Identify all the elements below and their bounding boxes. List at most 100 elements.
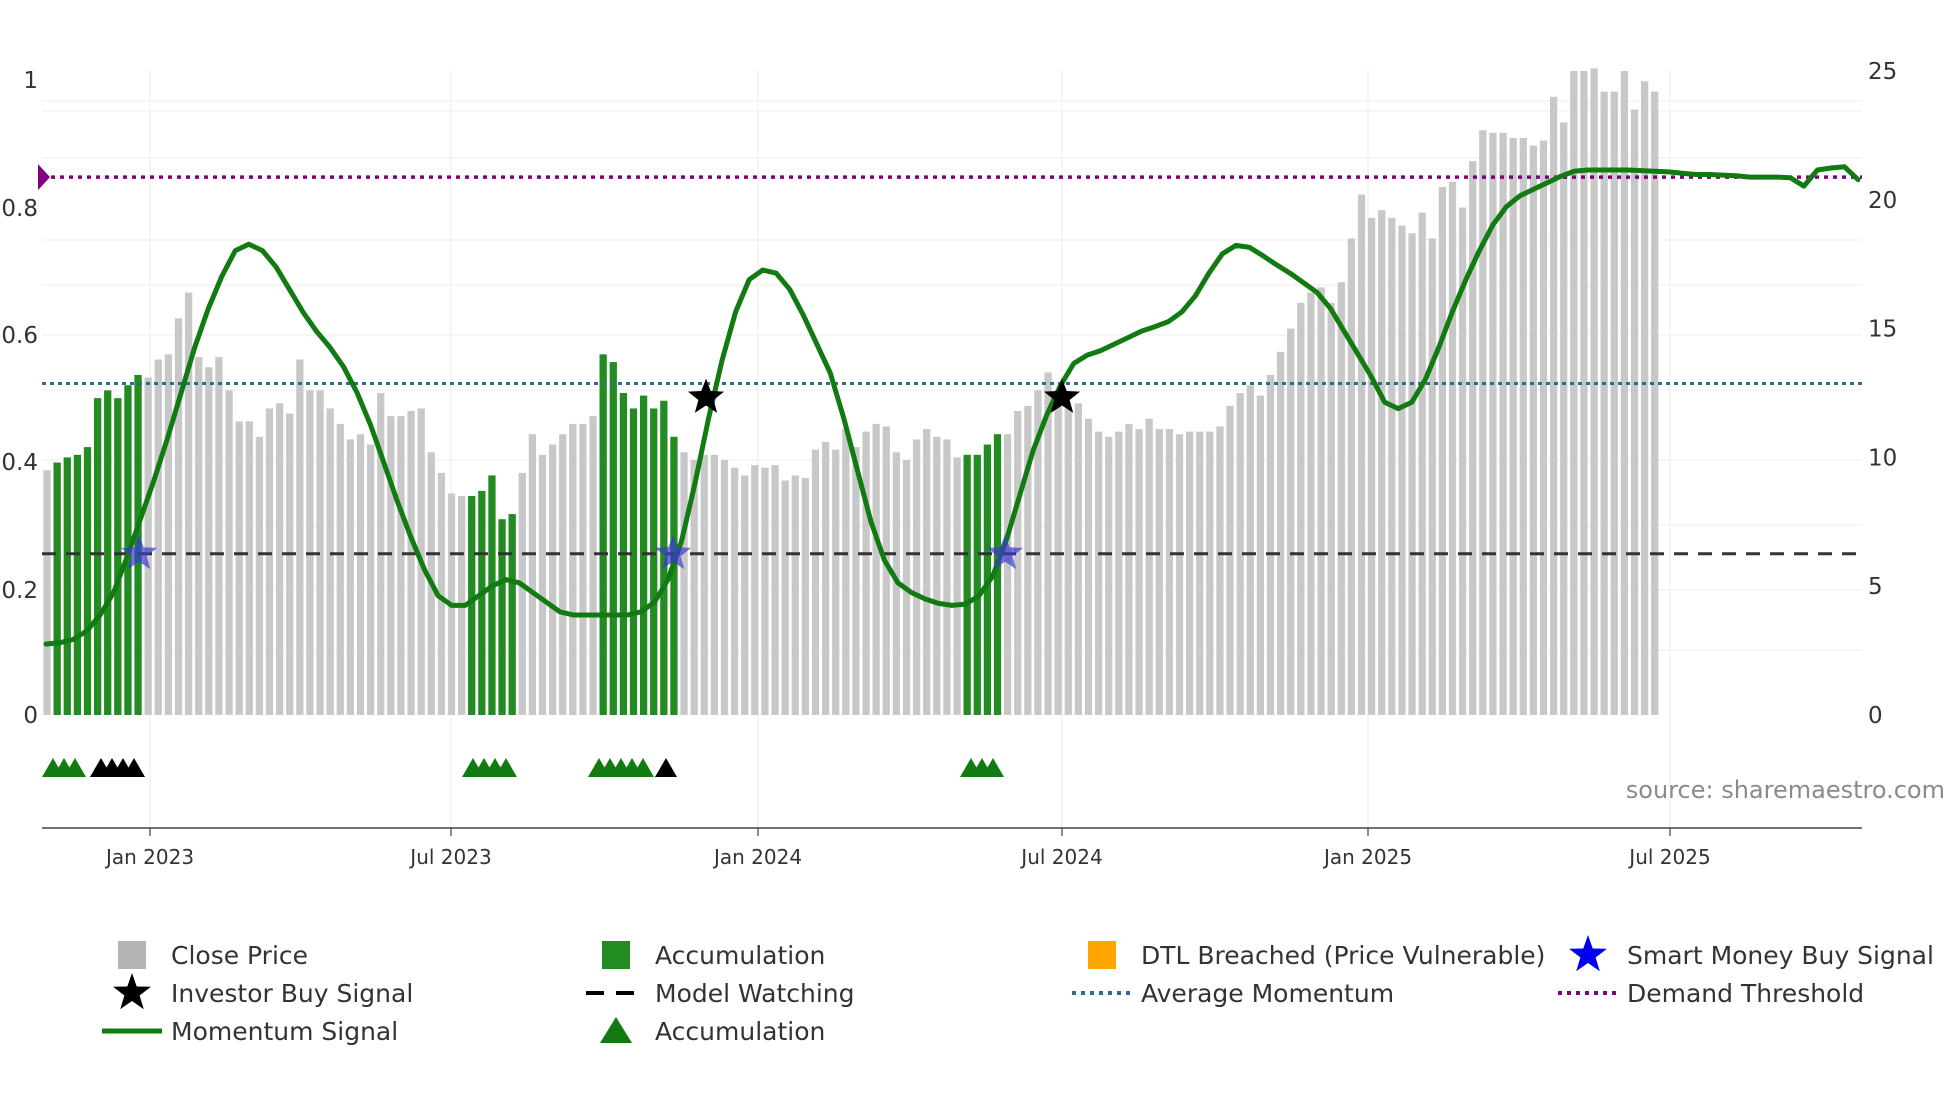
accumulation-triangle: [495, 758, 517, 777]
close-price-bar: [1549, 96, 1558, 715]
close-price-bar: [781, 480, 789, 715]
close-price-bar: [1479, 130, 1487, 715]
accumulation-bar: [478, 490, 486, 715]
close-price-bar: [690, 459, 698, 715]
close-price-bar: [407, 411, 415, 715]
momentum-signal-line: [43, 164, 1861, 647]
smart_money-label: Smart Money Buy Signal: [1627, 941, 1934, 970]
close-price-bar: [953, 457, 961, 715]
close-price-bar: [1347, 238, 1356, 715]
close-price-bar: [346, 439, 355, 715]
close-price-bar: [720, 459, 729, 715]
accumulation_marker-label: Accumulation: [655, 1017, 825, 1046]
legend: Close Price Accumulation DTL Breached (Pri…: [102, 935, 1934, 1046]
close-price-bar: [1003, 434, 1012, 715]
close-price-bar: [751, 465, 759, 715]
x-tick-label: Jan 2023: [104, 845, 194, 869]
accumulation-bar: [83, 447, 92, 715]
momentum_signal-label: Momentum Signal: [171, 1017, 398, 1046]
close-price-bar: [174, 318, 183, 715]
accumulation-bar: [629, 408, 638, 715]
left-tick-label: 0.6: [1, 323, 38, 349]
close-price-bar: [933, 436, 941, 715]
close-price-bar: [184, 292, 193, 715]
close-price-bar: [912, 439, 921, 715]
smart-money-star: [120, 534, 158, 570]
investor-buy-star: [1043, 378, 1081, 413]
accumulation_bar-label: Accumulation: [655, 941, 825, 970]
signal-lines: [38, 164, 1862, 647]
close-price-bar: [164, 354, 173, 715]
close-price-bar: [1266, 374, 1275, 715]
right-tick-label: 25: [1868, 59, 1897, 85]
close-price-bar: [245, 421, 253, 715]
close-price-bar: [316, 390, 324, 715]
accumulation-bar: [639, 395, 648, 715]
close-price-bar: [700, 454, 708, 715]
close-price-bar: [801, 478, 810, 715]
close-price-bar: [680, 452, 688, 715]
investor_buy-label: Investor Buy Signal: [171, 979, 413, 1008]
close-price-bar: [205, 367, 213, 715]
close-price-bar: [1469, 161, 1477, 715]
close-price-bar: [1499, 132, 1507, 715]
axes: Jan 2023 Jul 2023 Jan 2024 Jul 2024 Jan 2025…: [1, 59, 1897, 869]
close-price-bar: [1135, 429, 1143, 715]
close-price-bar: [1398, 225, 1406, 715]
close-price-bar: [437, 472, 446, 715]
close-price-bar: [579, 423, 587, 715]
close-price-bar: [387, 416, 395, 715]
close-price-bar: [1367, 217, 1376, 715]
close-price-bar: [741, 475, 749, 715]
left-tick-label: 0.8: [1, 196, 38, 222]
close-price-bar: [872, 423, 880, 715]
close_price-label: Close Price: [171, 941, 308, 970]
x-tick-label: Jan 2024: [712, 845, 802, 869]
accumulation-bar: [670, 436, 678, 715]
right-tick-label: 20: [1868, 188, 1897, 214]
close-price-bar: [518, 472, 526, 715]
close-price-bar: [1580, 71, 1588, 715]
close-price-bar: [1327, 302, 1335, 715]
close-price-bar: [1428, 238, 1436, 715]
close-price-bar: [1206, 431, 1214, 715]
x-tick-label: Jul 2025: [1627, 845, 1710, 869]
price-bars: [43, 68, 1659, 716]
close-price-bar: [1458, 207, 1467, 715]
close-price-bar: [154, 359, 162, 715]
close-price-bar: [1438, 186, 1447, 716]
close-price-bar: [710, 454, 719, 715]
close-price-bar: [771, 465, 779, 715]
close-price-bar: [1054, 398, 1062, 715]
x-tick-label: Jan 2025: [1322, 845, 1412, 869]
accumulation-bar: [63, 457, 71, 715]
close-price-bar: [1408, 233, 1416, 716]
close-price-bar: [1064, 408, 1072, 715]
close-price-bar: [1448, 181, 1457, 715]
close-price-bar: [1640, 81, 1649, 716]
accumulation-bar: [488, 475, 496, 715]
accumulation-triangle: [982, 758, 1004, 777]
close-price-bar: [366, 444, 375, 715]
accumulation-bar: [993, 434, 1002, 715]
close-price-bar: [821, 441, 830, 715]
smart_money-swatch: [1569, 935, 1607, 972]
close-price-bar: [1539, 140, 1548, 716]
close-price-bar: [943, 439, 951, 715]
close-price-bar: [1256, 395, 1265, 715]
close-price-bar: [1590, 68, 1598, 716]
close-price-bar: [832, 449, 840, 715]
close-price-bar: [235, 421, 243, 715]
accumulation-bar: [73, 454, 82, 715]
accumulation-bar: [114, 398, 122, 715]
close-price-bar: [852, 447, 860, 715]
left-tick-label: 1: [23, 68, 38, 94]
close-price-bar: [1287, 328, 1295, 715]
close-price-bar: [1337, 282, 1345, 715]
close-price-bar: [43, 470, 51, 715]
close-price-bar: [1489, 132, 1497, 715]
left-tick-label: 0.4: [1, 450, 38, 476]
close-price-bar: [144, 377, 152, 715]
close-price-bar: [1570, 71, 1578, 715]
